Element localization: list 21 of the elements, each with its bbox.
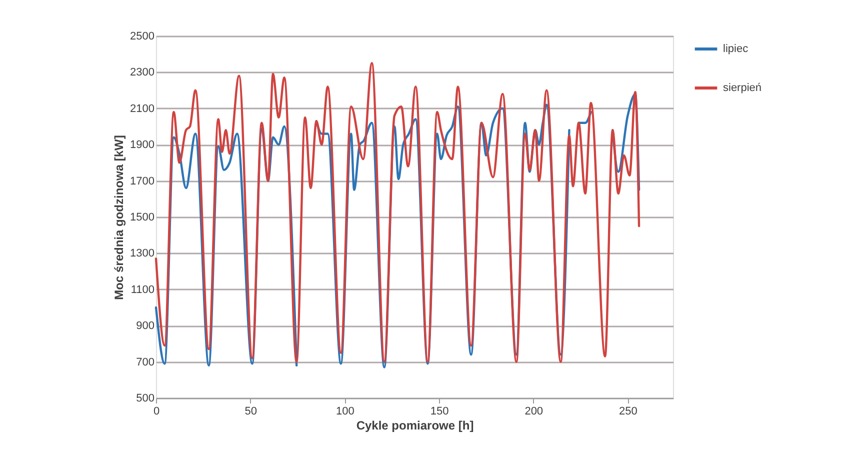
y-tick-label: 500 — [136, 392, 154, 404]
y-tick-label: 1900 — [130, 139, 154, 152]
y-tick-label: 1700 — [130, 175, 154, 188]
y-tick-label: 1300 — [130, 248, 154, 260]
y-tick-label: 700 — [136, 356, 154, 368]
x-axis-title: Cykle pomiarowe [h] — [356, 418, 474, 432]
y-tick-label: 1100 — [130, 284, 154, 296]
legend-label: lipiec — [723, 43, 749, 55]
y-tick-label: 900 — [136, 320, 154, 332]
y-tick-label: 1500 — [130, 212, 154, 224]
y-tick-label: 2500 — [130, 30, 154, 42]
x-tick-label: 150 — [430, 406, 449, 418]
x-tick-label: 250 — [619, 406, 638, 418]
y-axis-title: Moc średnia godzinowa [kW] — [112, 135, 126, 300]
x-tick-label: 200 — [524, 406, 544, 418]
x-tick-label: 100 — [336, 406, 354, 418]
legend-label: sierpień — [723, 82, 762, 94]
y-tick-label: 2100 — [130, 102, 154, 115]
x-tick-label: 0 — [153, 406, 160, 418]
x-tick-label: 50 — [244, 406, 257, 418]
y-tick-label: 2300 — [130, 66, 154, 79]
